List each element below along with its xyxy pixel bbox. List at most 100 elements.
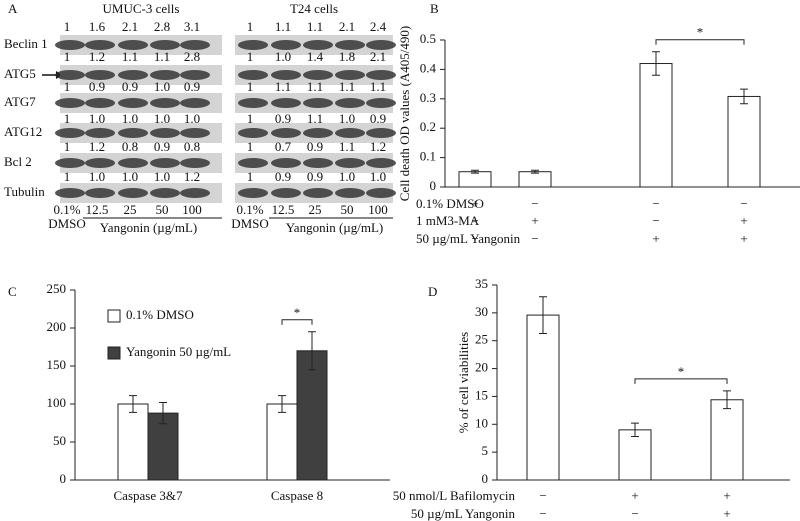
- significance-mark: *: [678, 364, 685, 379]
- blot-band: [238, 188, 268, 198]
- y-tick-label: 0.3: [420, 90, 436, 105]
- blot-band: [238, 98, 268, 108]
- y-tick-label: 100: [47, 395, 67, 410]
- bar: [639, 63, 673, 188]
- row-label: ATG5: [4, 66, 36, 81]
- blot-band: [335, 40, 365, 50]
- condition-sign: +: [723, 488, 730, 503]
- densitometry-value: 1.0: [89, 111, 105, 126]
- blot-band: [303, 158, 333, 168]
- densitometry-value: 1.0: [122, 169, 138, 184]
- blot-band: [150, 40, 180, 50]
- lane-label: 0.1%: [236, 202, 263, 217]
- densitometry-value: 2.1: [339, 19, 355, 34]
- condition-sign: +: [471, 196, 478, 211]
- bar: [458, 171, 492, 188]
- densitometry-value: 1: [64, 111, 71, 126]
- vehicle-label: DMSO: [48, 216, 86, 231]
- blot-band: [335, 128, 365, 138]
- condition-sign: +: [740, 231, 747, 246]
- bar: [147, 412, 179, 481]
- densitometry-value: 1.2: [184, 169, 200, 184]
- row-label: Tubulin: [4, 184, 45, 199]
- row-label: ATG12: [4, 124, 42, 139]
- densitometry-value: 1.1: [307, 19, 323, 34]
- densitometry-value: 1: [64, 49, 71, 64]
- densitometry-value: 1.0: [122, 111, 138, 126]
- blot-band: [55, 158, 85, 168]
- blot-band: [303, 70, 333, 80]
- y-tick-label: 30: [475, 304, 488, 319]
- x-tick-label: Caspase 8: [271, 488, 323, 503]
- y-axis-label: Cell death OD values (A405/490): [397, 26, 412, 201]
- densitometry-value: 1: [247, 111, 254, 126]
- densitometry-value: 1.1: [339, 79, 355, 94]
- blot-band: [335, 98, 365, 108]
- condition-sign: −: [631, 506, 638, 521]
- blot-band: [85, 188, 115, 198]
- densitometry-value: 0.9: [122, 79, 138, 94]
- condition-sign: −: [539, 488, 546, 503]
- densitometry-value: 1: [247, 139, 254, 154]
- densitometry-value: 1: [247, 49, 254, 64]
- condition-sign: −: [539, 506, 546, 521]
- densitometry-value: 1.2: [370, 139, 386, 154]
- error-bar: [159, 401, 167, 425]
- blot-band: [238, 128, 268, 138]
- densitometry-value: 0.9: [307, 169, 323, 184]
- blot-band: [118, 98, 148, 108]
- significance-mark: *: [697, 25, 704, 40]
- condition-sign: −: [471, 231, 478, 246]
- blot-title: T24 cells: [290, 1, 338, 16]
- condition-sign: +: [631, 488, 638, 503]
- blot-band: [55, 70, 85, 80]
- densitometry-value: 0.8: [184, 139, 200, 154]
- densitometry-value: 1.1: [275, 19, 291, 34]
- panel-letter: D: [428, 284, 437, 299]
- panel-letter: B: [430, 1, 439, 16]
- blot-band: [180, 98, 210, 108]
- condition-sign: +: [531, 213, 538, 228]
- blot-band: [55, 40, 85, 50]
- blot-band: [55, 188, 85, 198]
- densitometry-value: 1.1: [154, 49, 170, 64]
- condition-sign: +: [723, 506, 730, 521]
- blot-band: [85, 40, 115, 50]
- densitometry-value: 0.9: [184, 79, 200, 94]
- blot-band: [118, 158, 148, 168]
- lane-label: 25: [124, 202, 137, 217]
- densitometry-value: 1.0: [184, 111, 200, 126]
- densitometry-value: 1.4: [307, 49, 324, 64]
- blot-band: [271, 40, 301, 50]
- bar: [518, 171, 552, 188]
- densitometry-value: 1: [247, 79, 254, 94]
- densitometry-value: 1.8: [339, 49, 355, 64]
- blot-band: [118, 188, 148, 198]
- x-tick-label: Caspase 3&7: [114, 488, 183, 503]
- lane-label: 50: [341, 202, 354, 217]
- significance-mark: *: [294, 305, 301, 320]
- y-tick-label: 0: [430, 178, 437, 193]
- blot-band: [150, 128, 180, 138]
- densitometry-value: 1.1: [339, 139, 355, 154]
- blot-band: [271, 70, 301, 80]
- blot-band: [150, 70, 180, 80]
- blot-band: [118, 70, 148, 80]
- densitometry-value: 1.1: [370, 79, 386, 94]
- blot-band: [150, 188, 180, 198]
- densitometry-value: 0.9: [370, 111, 386, 126]
- lane-label: 100: [368, 202, 388, 217]
- densitometry-value: 0.7: [275, 139, 292, 154]
- blot-band: [150, 98, 180, 108]
- y-tick-label: 0.5: [420, 31, 436, 46]
- blot-title: UMUC-3 cells: [103, 1, 180, 16]
- error-bar: [471, 169, 479, 174]
- blot-band: [150, 158, 180, 168]
- lane-label: 12.5: [272, 202, 295, 217]
- panel-letter: A: [8, 1, 18, 16]
- blot-band: [271, 128, 301, 138]
- densitometry-value: 1: [247, 169, 254, 184]
- densitometry-value: 1.2: [89, 49, 105, 64]
- densitometry-value: 1.2: [89, 139, 105, 154]
- y-tick-label: 0: [482, 471, 489, 486]
